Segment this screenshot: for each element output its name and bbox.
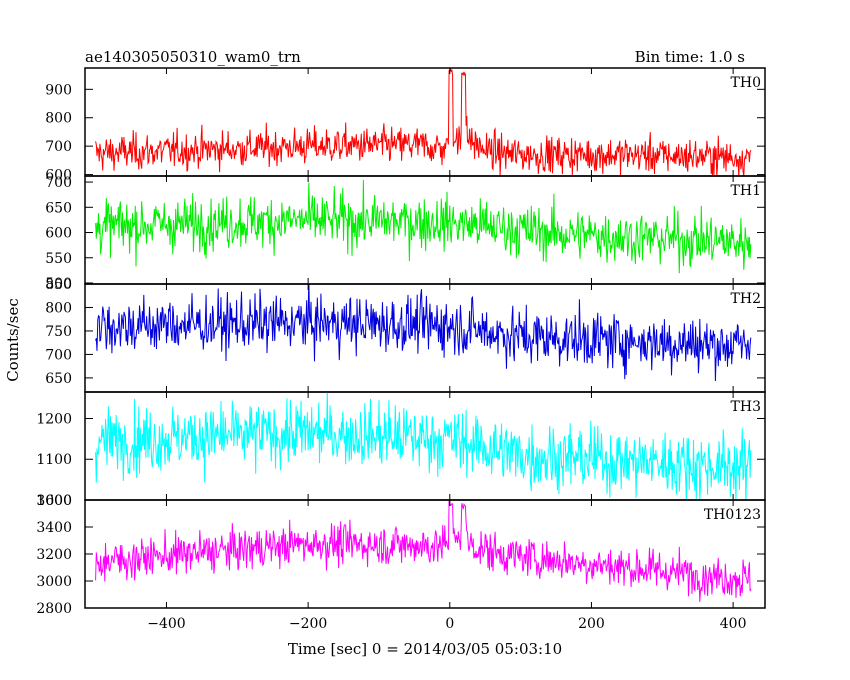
panel-label-th0: TH0: [731, 75, 761, 91]
y-tick-label: 1200: [36, 411, 72, 427]
y-tick-label: 700: [45, 139, 72, 155]
y-tick-label: 3600: [36, 493, 72, 509]
x-axis-label: Time [sec] 0 = 2014/03/05 05:03:10: [288, 640, 562, 658]
y-tick-label: 800: [45, 111, 72, 127]
panel-label-th3: TH3: [731, 399, 761, 415]
y-tick-label: 3400: [36, 520, 72, 536]
y-tick-label: 500: [45, 276, 72, 292]
y-tick-label: 700: [45, 175, 72, 191]
y-tick-label: 550: [45, 251, 72, 267]
y-tick-label: 850: [45, 277, 72, 293]
panel-label-th0123: TH0123: [704, 507, 761, 523]
y-tick-label: 750: [45, 324, 72, 340]
y-tick-label: 900: [45, 82, 72, 98]
x-tick-label: 400: [720, 616, 747, 632]
bin-time-label: Bin time: 1.0 s: [635, 48, 745, 66]
panel-label-th1: TH1: [731, 183, 761, 199]
y-tick-label: 1000: [36, 493, 72, 509]
x-tick-label: 200: [578, 616, 605, 632]
y-tick-label: 800: [45, 300, 72, 316]
y-axis-label: Counts/sec: [4, 298, 22, 382]
panel-label-th2: TH2: [731, 291, 761, 307]
y-tick-label: 2800: [36, 601, 72, 617]
series-th0: [95, 68, 752, 176]
y-tick-label: 650: [45, 200, 72, 216]
y-tick-label: 1100: [36, 452, 72, 468]
y-tick-label: 600: [45, 168, 72, 184]
series-th1: [95, 179, 752, 274]
series-th3: [95, 392, 752, 500]
y-tick-label: 650: [45, 371, 72, 387]
y-tick-label: 3000: [36, 574, 72, 590]
x-tick-label: −400: [147, 616, 185, 632]
y-tick-label: 600: [45, 226, 72, 242]
y-tick-label: 3200: [36, 547, 72, 563]
x-tick-label: 0: [445, 616, 454, 632]
panels-group: TH0600700800900TH1500550600650700TH26507…: [36, 67, 766, 632]
series-th0123: [95, 500, 752, 602]
y-tick-label: 700: [45, 347, 72, 363]
x-tick-label: −200: [289, 616, 327, 632]
series-th2: [95, 284, 752, 382]
chart-title: ae140305050310_wam0_trn: [85, 48, 301, 66]
